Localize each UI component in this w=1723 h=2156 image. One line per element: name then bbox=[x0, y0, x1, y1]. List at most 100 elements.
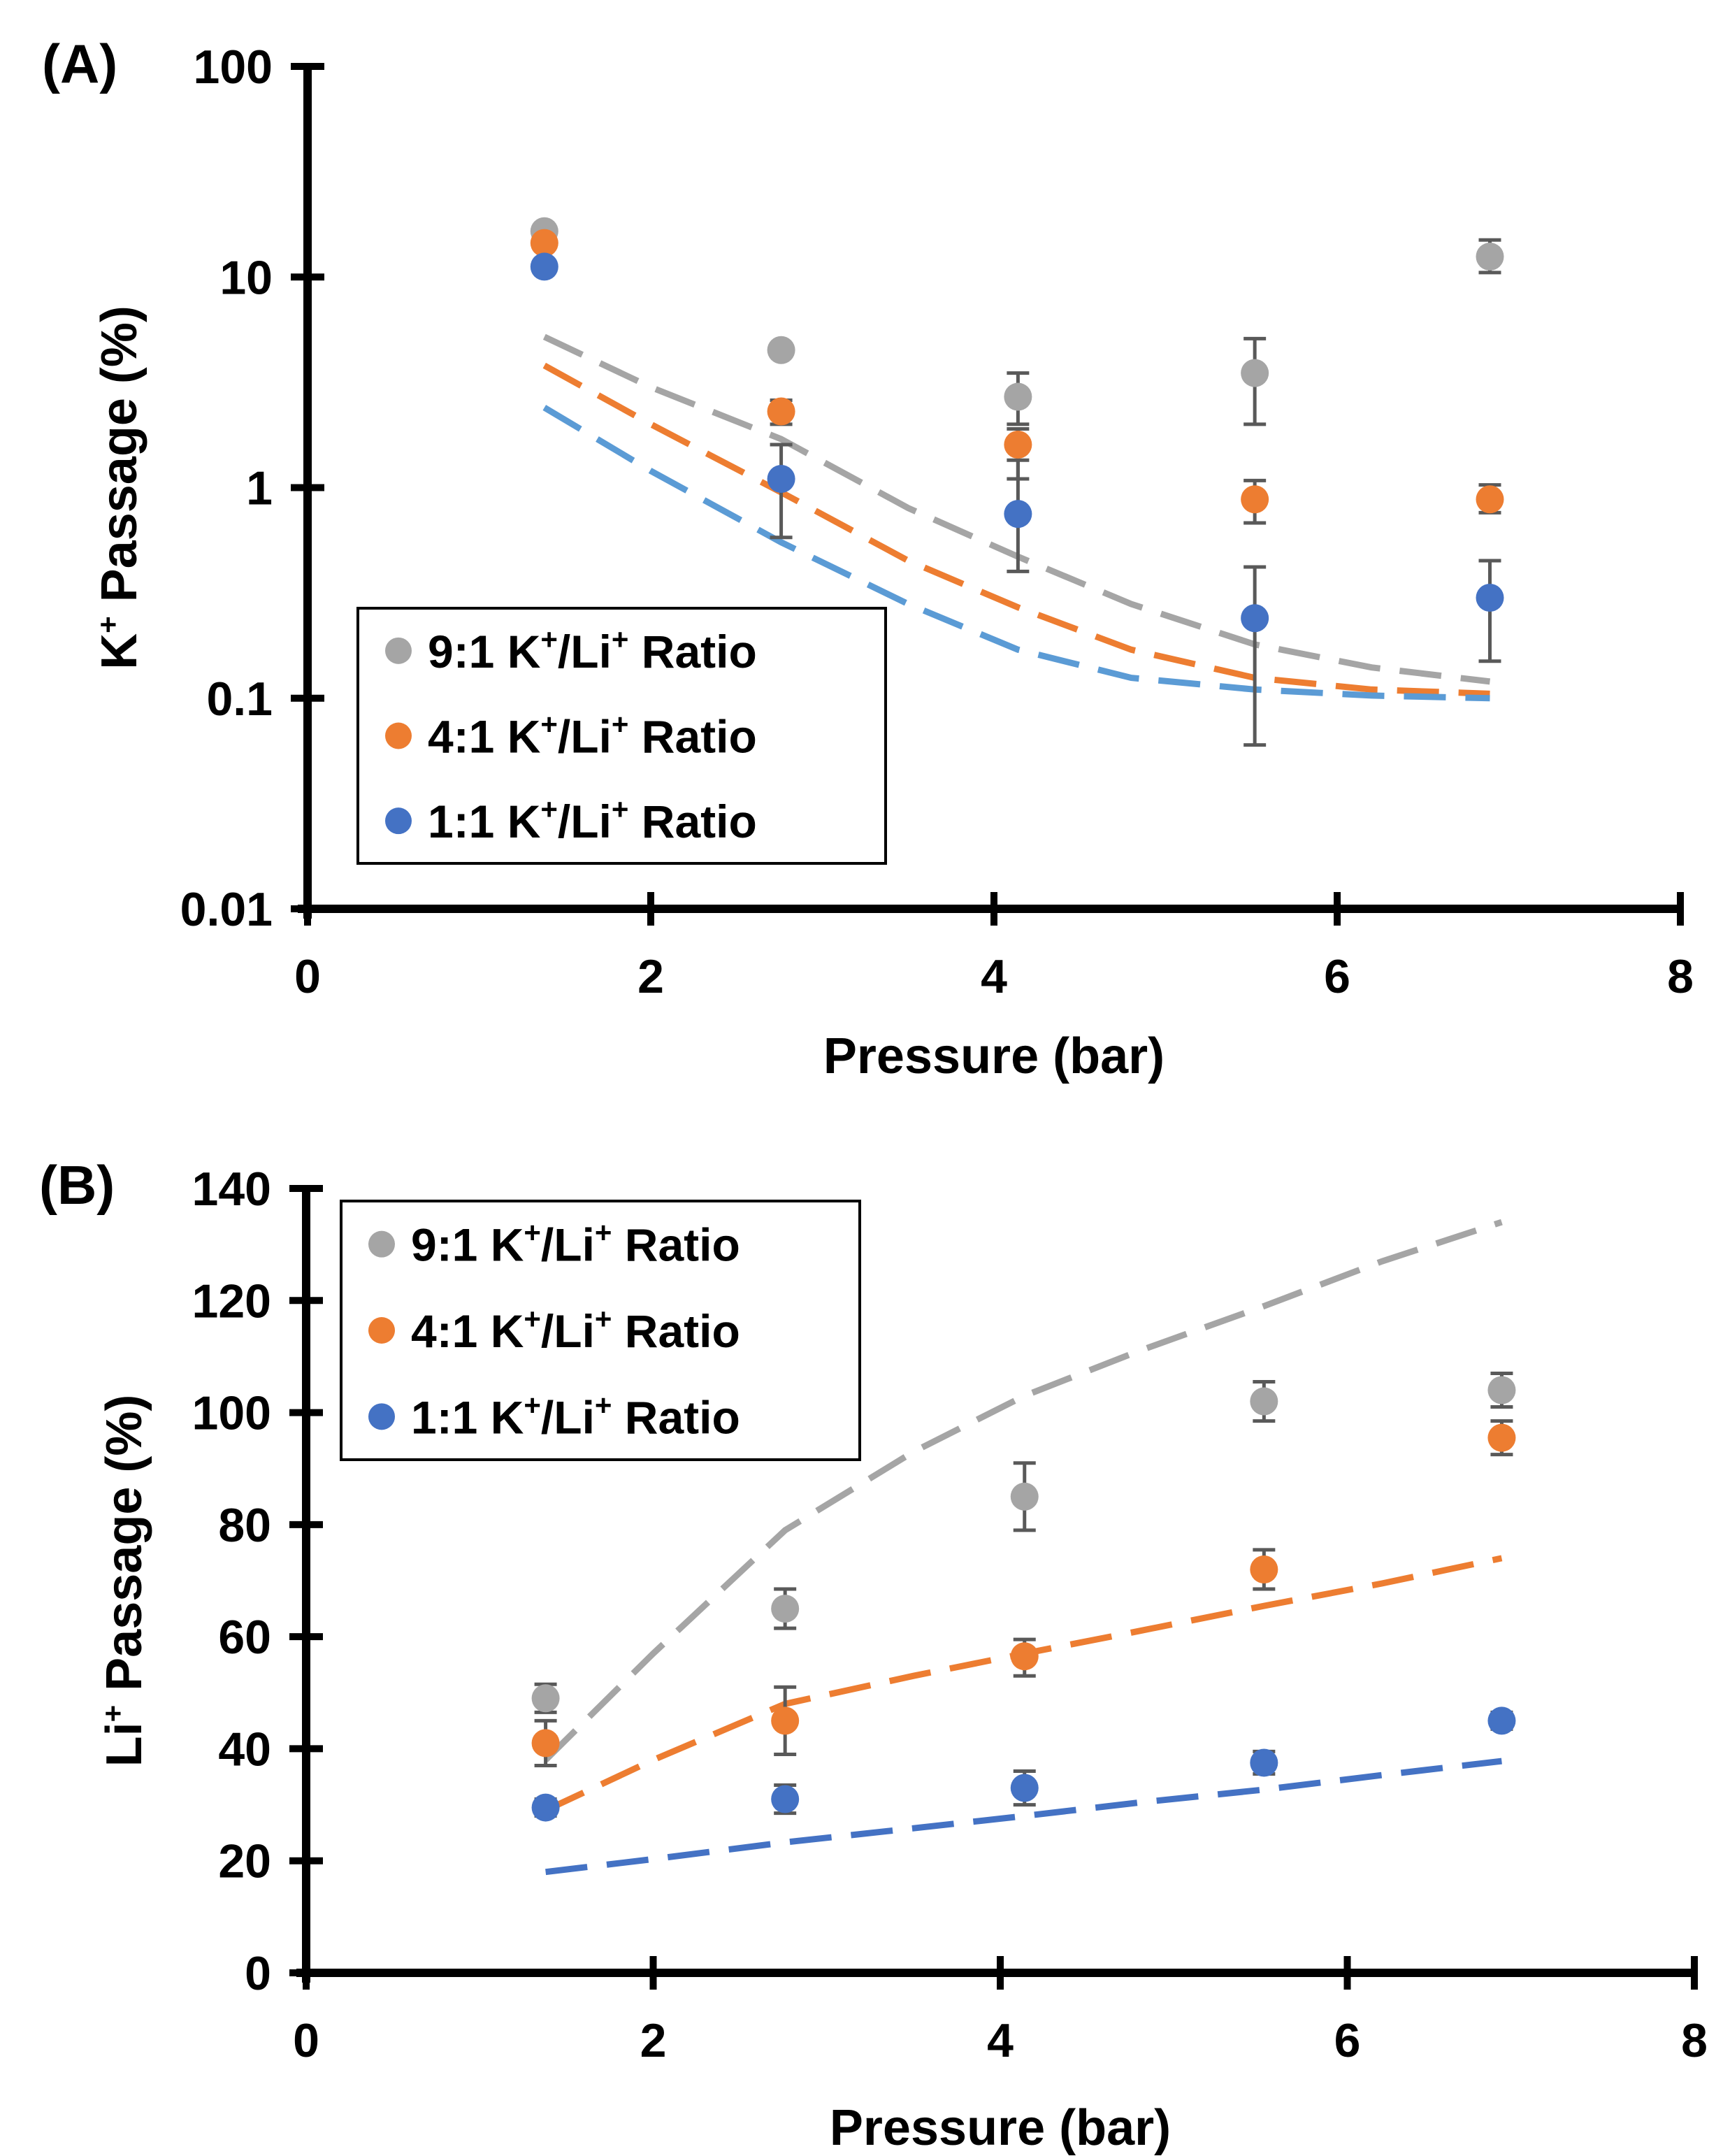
data-point bbox=[1487, 1376, 1516, 1404]
y-axis-title: Li+ Passage (%) bbox=[96, 1395, 152, 1767]
legend-marker bbox=[368, 1230, 395, 1258]
fit-curve bbox=[543, 1219, 1503, 1762]
legend-label-b: /Li bbox=[541, 1391, 595, 1443]
legend-label-sup: + bbox=[524, 1302, 541, 1335]
y-tick-label: 40 bbox=[218, 1723, 271, 1776]
x-axis-title: Pressure (bar) bbox=[830, 2100, 1171, 2156]
legend-label-a: 1:1 K bbox=[411, 1391, 524, 1443]
data-point bbox=[771, 1595, 800, 1623]
legend-box bbox=[340, 1200, 861, 1461]
legend-label-c: Ratio bbox=[628, 626, 756, 677]
legend-item: 4:1 K+/Li+ Ratio bbox=[368, 1302, 740, 1357]
data-point bbox=[1476, 485, 1504, 514]
panel-label: (A) bbox=[42, 33, 117, 94]
legend-label-c: Ratio bbox=[612, 1305, 740, 1357]
y-tick-label: 0 bbox=[245, 1947, 271, 2000]
data-point bbox=[1004, 500, 1032, 529]
y-tick-label: 100 bbox=[194, 41, 273, 94]
data-point bbox=[531, 1729, 560, 1758]
legend-label-sup: + bbox=[612, 708, 629, 741]
legend-item: 1:1 K+/Li+ Ratio bbox=[385, 793, 757, 847]
y-tick-label: 0.1 bbox=[206, 673, 273, 726]
data-point bbox=[771, 1785, 800, 1813]
legend-label-c: Ratio bbox=[612, 1219, 740, 1271]
x-tick-label: 6 bbox=[1334, 2014, 1361, 2067]
x-tick-label: 4 bbox=[987, 2014, 1014, 2067]
y-axis-title: K+ Passage (%) bbox=[92, 306, 147, 670]
y-tick-label: 140 bbox=[192, 1163, 271, 1216]
panel-b: (B) 0 20 40 60 80 100 120 140 0 2 4 6 8 Pressure (bar)… bbox=[39, 1154, 1708, 2156]
x-tick-label: 2 bbox=[640, 2014, 667, 2067]
y-tick-label: 1 bbox=[246, 462, 273, 515]
y-tick-label: 10 bbox=[219, 251, 273, 304]
data-point bbox=[531, 1684, 560, 1713]
x-tick-label: 6 bbox=[1324, 950, 1350, 1003]
legend-item: 9:1 K+/Li+ Ratio bbox=[368, 1216, 740, 1271]
y-tick-label: 80 bbox=[218, 1499, 271, 1552]
legend-label-b: /Li bbox=[541, 1219, 595, 1271]
legend-label-sup: + bbox=[540, 793, 558, 826]
y-axis-title-main: Li bbox=[96, 1722, 152, 1767]
y-tick-label: 0.01 bbox=[180, 883, 273, 936]
y-axis-title-sup: + bbox=[96, 1705, 129, 1723]
data-point bbox=[1487, 1706, 1516, 1735]
legend-marker bbox=[385, 722, 412, 749]
legend-item: 1:1 K+/Li+ Ratio bbox=[368, 1388, 740, 1443]
legend-label: 4:1 K+/Li+ Ratio bbox=[428, 708, 757, 763]
data-point bbox=[1250, 1387, 1278, 1416]
x-tick-label: 4 bbox=[981, 950, 1007, 1003]
legend-label-c: Ratio bbox=[612, 1391, 740, 1443]
legend-label-sup: + bbox=[524, 1388, 541, 1421]
legend-label-sup: + bbox=[612, 793, 629, 826]
y-tick-label: 20 bbox=[218, 1835, 271, 1888]
legend-label-a: 1:1 K bbox=[428, 796, 541, 847]
legend-box bbox=[356, 607, 887, 865]
legend-label: 1:1 K+/Li+ Ratio bbox=[428, 793, 757, 847]
x-tick-label: 8 bbox=[1681, 2014, 1708, 2067]
legend-marker bbox=[385, 807, 412, 835]
y-axis-title-main: K bbox=[92, 633, 147, 670]
legend-item: 9:1 K+/Li+ Ratio bbox=[385, 623, 757, 677]
legend-label: 4:1 K+/Li+ Ratio bbox=[411, 1302, 740, 1357]
legend-label-sup: + bbox=[595, 1216, 612, 1249]
x-tick-label: 2 bbox=[637, 950, 664, 1003]
legend-label-a: 9:1 K bbox=[411, 1219, 524, 1271]
data-point bbox=[1241, 485, 1269, 514]
legend-label-a: 4:1 K bbox=[428, 711, 541, 763]
y-tick-label: 100 bbox=[192, 1387, 271, 1440]
data-point bbox=[771, 1706, 800, 1735]
legend-label-sup: + bbox=[612, 623, 629, 656]
y-tick-label: 120 bbox=[192, 1274, 271, 1328]
data-point bbox=[1250, 1555, 1278, 1583]
legend-label-sup: + bbox=[540, 708, 558, 741]
data-point bbox=[1476, 243, 1504, 271]
legend-label-b: /Li bbox=[558, 711, 612, 763]
legend-label-c: Ratio bbox=[628, 796, 756, 847]
legend-label: 1:1 K+/Li+ Ratio bbox=[411, 1388, 740, 1443]
legend-label-sup: + bbox=[595, 1302, 612, 1335]
legend-label-sup: + bbox=[595, 1388, 612, 1421]
data-point bbox=[767, 397, 795, 426]
legend-label-sup: + bbox=[524, 1216, 541, 1249]
x-tick-label: 0 bbox=[294, 950, 321, 1003]
legend-label-b: /Li bbox=[541, 1305, 595, 1357]
x-tick-label: 0 bbox=[293, 2014, 319, 2067]
data-point bbox=[767, 336, 795, 364]
legend-label-b: /Li bbox=[558, 796, 612, 847]
data-point bbox=[1004, 431, 1032, 459]
legend-label-sup: + bbox=[540, 623, 558, 656]
x-tick-label: 8 bbox=[1667, 950, 1694, 1003]
data-point bbox=[1241, 604, 1269, 633]
data-point bbox=[1010, 1774, 1039, 1802]
legend-label-a: 4:1 K bbox=[411, 1305, 524, 1357]
legend-label-c: Ratio bbox=[628, 711, 756, 763]
data-point bbox=[767, 465, 795, 494]
data-point bbox=[531, 1793, 560, 1822]
data-point bbox=[1487, 1423, 1516, 1452]
legend-marker bbox=[368, 1403, 395, 1430]
